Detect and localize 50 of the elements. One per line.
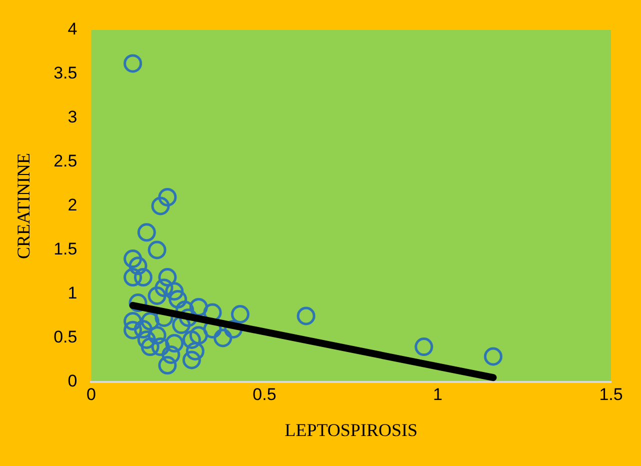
point — [148, 286, 166, 306]
point — [182, 350, 201, 370]
point — [168, 290, 188, 309]
y-tick-label: 3.5 — [54, 64, 78, 83]
y-axis-title: CREATININE — [14, 153, 34, 259]
y-tick-label: 2.5 — [54, 152, 78, 171]
point — [214, 328, 232, 348]
point — [124, 250, 142, 268]
point — [158, 188, 177, 206]
point — [414, 338, 434, 356]
point — [154, 278, 174, 298]
point — [128, 256, 148, 276]
point — [165, 334, 184, 353]
x-tick-label: 0.5 — [252, 384, 276, 404]
point — [124, 320, 142, 340]
point — [137, 330, 156, 350]
point — [124, 312, 142, 331]
x-axis-title: LEPTOSPIROSIS — [284, 420, 418, 440]
point — [186, 342, 204, 360]
y-tick-label: 0.5 — [54, 328, 78, 347]
point — [148, 326, 166, 345]
x-tick-label: 0 — [86, 384, 96, 404]
x-tick-label: 1 — [433, 384, 442, 404]
y-tick-label: 4 — [68, 20, 78, 39]
point — [230, 304, 250, 324]
point — [158, 356, 177, 375]
y-tick-label: 1.5 — [54, 240, 78, 259]
point — [148, 240, 166, 260]
point — [151, 196, 170, 216]
y-tick-label: 3 — [68, 108, 78, 127]
point — [484, 347, 502, 366]
y-tick-label: 0 — [68, 372, 78, 391]
y-tick-label: 1 — [68, 284, 78, 303]
point — [189, 326, 208, 345]
point — [182, 330, 201, 350]
point — [158, 268, 177, 287]
point — [165, 282, 184, 301]
point — [137, 223, 156, 242]
point — [151, 338, 170, 356]
point — [134, 320, 152, 338]
x-tick-label: 1.5 — [599, 384, 623, 404]
point — [140, 338, 160, 356]
point — [124, 54, 142, 73]
point — [162, 345, 180, 364]
point — [189, 298, 208, 316]
point — [140, 312, 160, 331]
y-tick-label: 2 — [68, 196, 78, 215]
point — [296, 306, 316, 326]
point — [124, 268, 142, 287]
point — [134, 268, 152, 287]
